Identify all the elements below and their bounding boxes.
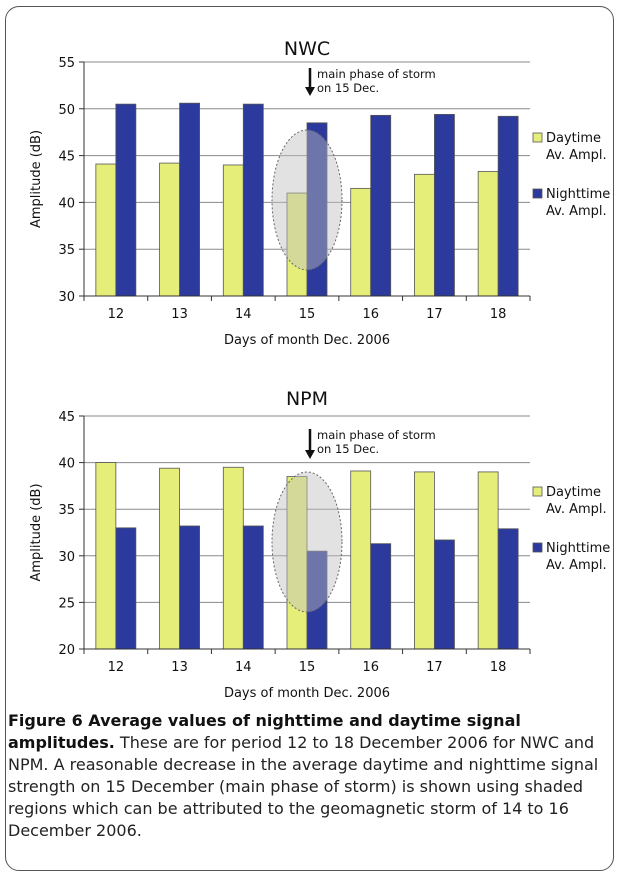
chart2-x-tick-label: 15 [299,660,316,675]
chart1-bar-nighttime [370,114,392,297]
chart1-bar-daytime [159,162,180,297]
chart2-bar-daytime [414,471,435,650]
chart2-legend-label-line2: Av. Ampl. [546,558,607,573]
chart1-annotation-line1: main phase of storm [317,67,436,81]
chart1-x-tick-label: 16 [362,307,379,322]
chart2-x-tick-label: 17 [426,660,443,675]
chart1-legend-swatch-daytime [532,132,543,143]
chart2-bar-nighttime [497,528,519,650]
chart1-y-tick-label: 50 [58,103,75,118]
chart1-x-tick-label: 14 [235,307,252,322]
chart1-bar-daytime [95,163,117,297]
chart1-bar-daytime [414,173,435,297]
chart1-legend-label-line2: Av. Ampl. [546,148,607,163]
chart1-annotation-line2: on 15 Dec. [317,81,379,95]
chart1-x-tick-label: 12 [108,307,125,322]
chart2-bar-nighttime [115,527,137,650]
chart2-x-tick-label: 14 [235,660,252,675]
caption-text: These are for period 12 to 18 December 2… [8,733,599,840]
chart2-legend-label-line1: Nighttime [546,541,610,556]
figure-charts: NWC 30 35 40 45 50 55 Amplitude (dB) 12 13 14 15 16 1… [29,38,610,701]
chart1-bar-nighttime [179,102,200,297]
chart1-title: NWC [284,38,330,60]
caption-label: Figure 6 Average values of nighttime and… [8,711,521,752]
chart1-highlight-ellipse [271,129,343,271]
chart2-y-tick-label: 25 [58,596,75,611]
chart1-legend-swatch-nighttime [532,188,543,199]
chart2-bar-nighttime [370,543,392,650]
chart2-legend-label-line2: Av. Ampl. [546,502,607,517]
chart2-highlight-ellipse [271,471,343,613]
chart2-legend-swatch-nighttime [532,542,543,553]
chart2-bar-daytime [477,471,499,650]
chart1-bar-nighttime [115,103,137,297]
chart1-bar-nighttime [242,103,264,297]
chart2-y-tick-label: 40 [58,457,75,472]
chart1-y-tick-label: 40 [58,196,75,211]
figure-frame: NWC 30 35 40 45 50 55 Amplitude (dB) 12 13 14 15 16 1… [5,6,614,871]
chart1-y-tick-label: 30 [58,290,75,305]
figure-caption: Figure 6 Average values of nighttime and… [8,710,606,842]
chart2-x-axis-label: Days of month Dec. 2006 [224,686,390,701]
chart1-x-tick-label: 13 [171,307,188,322]
chart2-legend-label-line1: Daytime [546,485,601,500]
chart1-y-axis-label: Amplitude (dB) [29,130,44,228]
chart2-bar-daytime [159,467,180,650]
chart2-x-tick-label: 13 [171,660,188,675]
chart1-x-tick-label: 15 [299,307,316,322]
chart2-y-tick-label: 35 [58,503,75,518]
chart2-y-axis-label: Amplitude (dB) [29,483,44,581]
chart1-legend-label-line1: Daytime [546,131,601,146]
chart2-y-tick-label: 30 [58,550,75,565]
chart1-bar-daytime [477,171,499,297]
chart2-y-tick-label: 45 [58,410,75,425]
chart2-bar-daytime [95,462,117,650]
chart1-annotation-arrowhead [305,87,315,96]
chart1-legend-label-line1: Nighttime [546,187,610,202]
chart2-bar-nighttime [242,525,264,650]
chart2-x-tick-label: 16 [362,660,379,675]
chart2-annotation-line2: on 15 Dec. [317,442,379,456]
chart1-y-tick-label: 55 [58,56,75,71]
chart1-x-tick-label: 17 [426,307,443,322]
chart2-bar-daytime [350,470,372,650]
chart1-bar-daytime [350,187,372,297]
chart1-y-tick-label: 45 [58,150,75,165]
chart2-legend-swatch-daytime [532,486,543,497]
chart2-annotation-line1: main phase of storm [317,428,436,442]
chart2-bar-daytime [222,466,244,650]
chart1-bar-daytime [222,164,244,297]
chart1-bar-nighttime [497,115,519,297]
chart2-y-tick-label: 20 [58,643,75,658]
chart1-x-tick-label: 18 [490,307,507,322]
chart1-bar-nighttime [434,114,455,297]
chart1-legend-label-line2: Av. Ampl. [546,204,607,219]
chart2-x-tick-label: 18 [490,660,507,675]
chart2-bar-nighttime [434,539,455,650]
chart2-x-tick-label: 12 [108,660,125,675]
chart1-x-axis-label: Days of month Dec. 2006 [224,333,390,348]
chart1-y-tick-label: 35 [58,243,75,258]
chart2-title: NPM [286,388,328,410]
chart2-bar-nighttime [179,525,200,650]
chart2-annotation-arrowhead [305,450,315,459]
